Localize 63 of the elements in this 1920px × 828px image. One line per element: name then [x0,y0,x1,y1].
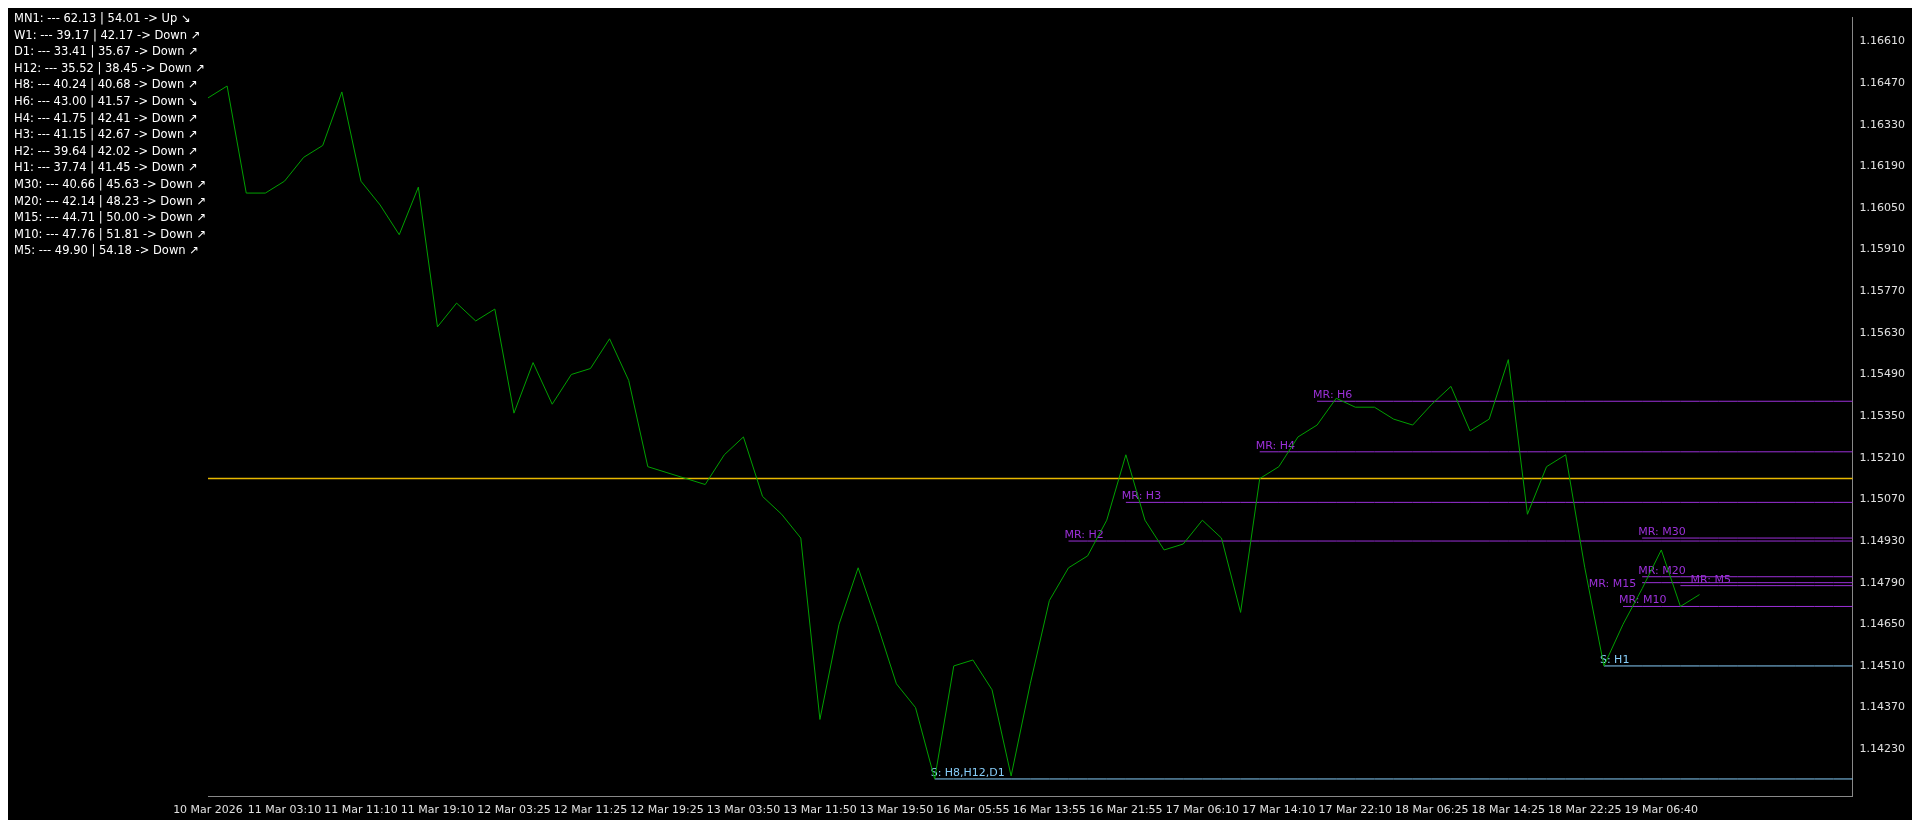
series-label: MR: M20 [1638,563,1686,577]
series-label: MR: H2 [1064,528,1104,542]
text: M10: --- 47.76 | 51.81 -> Down ↗ [14,226,207,241]
x-tick-label: 13 Mar 03:50 [706,803,781,817]
y-tick-label: 1.14230 [1859,742,1906,756]
x-tick-label: 10 Mar 2026 [173,803,243,817]
x-tick-label: 16 Mar 13:55 [1012,803,1087,817]
y-tick-label: 1.16470 [1859,75,1906,89]
series-label: MR: H3 [1121,489,1162,503]
y-tick-label: 1.14790 [1859,575,1906,589]
text: H3: --- 41.15 | 42.67 -> Down ↗ [14,127,198,142]
text: H4: --- 41.75 | 42.41 -> Down ↗ [14,110,198,125]
x-tick-label: 16 Mar 21:55 [1089,803,1163,817]
text: D1: --- 33.41 | 35.67 -> Down ↗ [14,44,198,59]
y-tick-label: 1.16050 [1859,200,1906,214]
x-tick-label: 18 Mar 22:25 [1548,803,1622,817]
x-tick-label: 19 Mar 06:40 [1624,803,1699,817]
x-tick-label: 18 Mar 06:25 [1395,803,1469,817]
x-tick-label: 11 Mar 19:10 [400,803,475,817]
y-tick-label: 1.14510 [1859,658,1906,672]
text: H12: --- 35.52 | 38.45 -> Down ↗ [14,60,205,75]
series-label: S: H1 [1599,652,1630,666]
y-tick-label: 1.14930 [1859,533,1906,547]
x-tick-label: 11 Mar 11:10 [324,803,398,817]
series-label: S: H8,H12,D1 [930,765,1005,779]
x-tick-label: 18 Mar 14:25 [1471,803,1546,817]
x-tick-label: 17 Mar 06:10 [1165,803,1240,817]
text: MN1: --- 62.13 | 54.01 -> Up ↘ [14,11,191,25]
text: M20: --- 42.14 | 48.23 -> Down ↗ [14,193,207,208]
y-tick-label: 1.16190 [1859,159,1906,173]
y-tick-label: 1.16330 [1859,117,1906,131]
x-tick-label: 17 Mar 22:10 [1318,803,1393,817]
text: M30: --- 40.66 | 45.63 -> Down ↗ [14,177,207,191]
text: H8: --- 40.24 | 40.68 -> Down ↗ [14,77,198,92]
text: M15: --- 44.71 | 50.00 -> Down ↗ [14,210,207,225]
y-tick-label: 1.16610 [1859,34,1906,48]
x-tick-label: 12 Mar 19:25 [630,803,704,817]
series-label: MR: M30 [1638,525,1686,539]
y-tick-label: 1.15770 [1859,284,1906,298]
y-tick-label: 1.15910 [1859,242,1906,256]
y-tick-label: 1.14370 [1859,700,1906,714]
x-tick-label: 16 Mar 05:55 [936,803,1010,817]
y-tick-label: 1.15210 [1859,450,1906,464]
x-tick-label: 17 Mar 14:10 [1242,803,1316,817]
text: W1: --- 39.17 | 42.17 -> Down ↗ [14,27,201,42]
text: M5: --- 49.90 | 54.18 -> Down ↗ [14,243,199,258]
y-tick-label: 1.15350 [1859,408,1906,422]
series-label: MR: M10 [1619,593,1667,607]
y-tick-label: 1.14650 [1859,617,1906,631]
y-tick-label: 1.15630 [1859,325,1906,339]
series-label: MR: M15 [1588,576,1637,590]
x-tick-label: 12 Mar 11:25 [553,803,628,817]
series-label: MR: H6 [1313,388,1353,402]
series-label: MR: H4 [1255,438,1295,452]
x-tick-label: 12 Mar 03:25 [477,803,551,817]
y-tick-label: 1.15070 [1859,492,1906,506]
x-tick-label: 13 Mar 11:50 [783,803,857,817]
x-tick-label: 11 Mar 03:10 [247,803,322,817]
text: H2: --- 39.64 | 42.02 -> Down ↗ [14,143,198,158]
x-tick-label: 13 Mar 19:50 [859,803,934,817]
text: H6: --- 43.00 | 41.57 -> Down ↘ [14,94,198,108]
text: H1: --- 37.74 | 41.45 -> Down ↗ [14,160,198,175]
y-tick-label: 1.15490 [1859,367,1906,381]
